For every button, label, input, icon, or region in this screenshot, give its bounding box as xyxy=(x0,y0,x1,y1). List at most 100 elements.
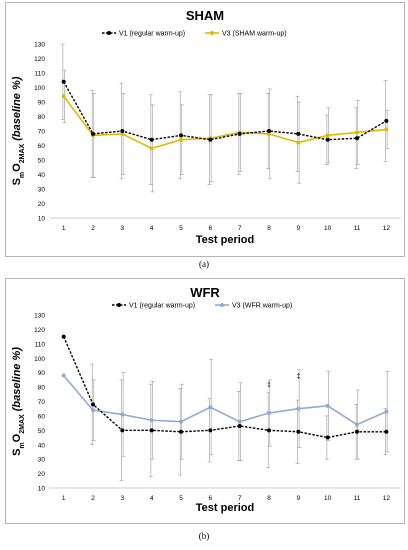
x-tick-label: 10 xyxy=(324,225,332,232)
data-point-series-1 xyxy=(179,419,183,424)
error-bars-series-1 xyxy=(62,69,390,193)
y-axis-label-part: O xyxy=(11,433,23,442)
y-axis-label-part: S xyxy=(11,449,23,456)
x-tick-label: 4 xyxy=(150,495,154,502)
legend: V1 (regular warm-up) V3 (WFR warm-up) xyxy=(112,303,292,310)
y-tick-label: 10 xyxy=(38,486,46,493)
x-tick-label: 7 xyxy=(238,495,242,502)
data-point-series-0 xyxy=(91,402,95,407)
data-point-series-0 xyxy=(179,133,183,138)
data-point-series-1 xyxy=(355,130,359,135)
y-axis-label-part: (baseline %) xyxy=(11,76,23,144)
x-tick-label: 11 xyxy=(354,225,361,232)
data-point-series-1 xyxy=(91,408,95,413)
data-point-series-0 xyxy=(325,435,330,440)
y-tick-label: 70 xyxy=(38,129,46,136)
significance-marker: ‡ xyxy=(296,373,300,380)
legend-label-1: V3 (WFR warm-up) xyxy=(232,303,292,310)
y-tick-label: 70 xyxy=(38,399,46,406)
y-axis-label-part: O xyxy=(11,163,23,172)
y-tick-label: 60 xyxy=(38,413,46,420)
data-point-series-1 xyxy=(149,418,154,423)
data-point-series-1 xyxy=(355,422,359,427)
data-point-series-1 xyxy=(325,403,330,408)
x-axis-label: Test period xyxy=(196,502,254,514)
data-point-series-1 xyxy=(61,373,66,378)
y-tick-label: 120 xyxy=(34,327,45,334)
y-tick-label: 20 xyxy=(38,201,46,208)
chart-panel-sham: SHAM V1 (regular warm-up) V3 (SHAM warm-up… xyxy=(5,2,405,257)
x-axis-label: Test period xyxy=(196,234,254,246)
y-tick-label: 130 xyxy=(34,42,45,49)
data-point-series-0 xyxy=(237,424,242,429)
data-point-series-1 xyxy=(296,406,301,411)
legend-label-0: V1 (regular warm-up) xyxy=(129,303,195,310)
data-point-series-1 xyxy=(296,140,301,145)
caption-b: (b) xyxy=(198,531,210,541)
data-point-series-0 xyxy=(91,131,95,136)
x-tick-label: 3 xyxy=(121,225,125,232)
x-tick-label: 2 xyxy=(91,225,95,232)
data-point-series-0 xyxy=(384,429,389,434)
chart-panel-wfr: WFR V1 (regular warm-up) V3 (WFR warm-up) 1… xyxy=(5,278,405,524)
significance-marker: ‡ xyxy=(267,382,271,389)
series-line-0 xyxy=(63,81,387,141)
sham-chart: SHAM V1 (regular warm-up) V3 (SHAM warm-up… xyxy=(11,8,401,246)
x-tick-label: 10 xyxy=(324,495,332,502)
data-point-series-1 xyxy=(267,411,271,416)
y-tick-label: 50 xyxy=(38,428,46,435)
data-point-series-1 xyxy=(61,94,66,99)
error-bars-series-1 xyxy=(91,359,390,461)
y-axis-label: SmO2MAX (baseline %) xyxy=(11,347,26,456)
y-tick-label: 90 xyxy=(38,100,46,107)
y-axis-label-part: 2MAX xyxy=(19,414,26,434)
y-tick-label: 30 xyxy=(38,187,46,194)
y-tick-label: 30 xyxy=(38,457,46,464)
data-point-series-0 xyxy=(120,428,125,433)
x-tick-label: 3 xyxy=(121,495,125,502)
x-tick-label: 12 xyxy=(383,495,391,502)
y-tick-label: 120 xyxy=(34,56,45,63)
legend-marker-1 xyxy=(210,31,214,35)
data-point-series-0 xyxy=(296,131,301,136)
y-tick-label: 20 xyxy=(38,471,46,478)
y-tick-label: 100 xyxy=(34,85,45,92)
x-tick-label: 1 xyxy=(62,495,66,502)
data-point-series-0 xyxy=(355,136,359,141)
error-bars-series-0 xyxy=(60,43,388,185)
wfr-chart: WFR V1 (regular warm-up) V3 (WFR warm-up) 1… xyxy=(11,285,401,514)
y-tick-label: 40 xyxy=(38,172,46,179)
y-tick-label: 40 xyxy=(38,442,46,449)
data-point-series-0 xyxy=(267,129,271,133)
y-tick-label: 10 xyxy=(38,216,46,223)
x-tick-label: 6 xyxy=(209,495,213,502)
data-point-series-1 xyxy=(267,131,271,136)
data-point-series-0 xyxy=(325,137,330,142)
data-point-series-0 xyxy=(355,429,359,434)
x-tick-label: 6 xyxy=(209,225,213,232)
legend: V1 (regular warm-up) V3 (SHAM warm-up) xyxy=(102,31,287,38)
y-tick-label: 60 xyxy=(38,143,46,150)
series-line-1 xyxy=(63,375,387,426)
y-axis-label-part: m xyxy=(19,172,26,178)
x-tick-label: 2 xyxy=(91,495,95,502)
data-point-series-0 xyxy=(296,429,301,434)
data-point-series-0 xyxy=(61,79,66,84)
caption-a: (a) xyxy=(199,259,209,269)
x-tick-label: 8 xyxy=(267,495,271,502)
x-tick-label: 9 xyxy=(297,225,301,232)
x-tick-label: 7 xyxy=(238,225,242,232)
data-point-series-1 xyxy=(179,137,183,142)
data-point-series-1 xyxy=(149,146,154,151)
x-tick-label: 5 xyxy=(179,225,183,232)
y-tick-label: 80 xyxy=(38,385,46,392)
data-point-series-1 xyxy=(237,419,242,424)
y-tick-label: 50 xyxy=(38,158,46,165)
data-point-series-0 xyxy=(208,428,213,433)
legend-label-1: V3 (SHAM warm-up) xyxy=(222,31,287,38)
y-tick-label: 110 xyxy=(35,341,46,348)
x-tick-label: 9 xyxy=(297,495,301,502)
data-point-series-0 xyxy=(61,334,66,339)
legend-marker-1 xyxy=(220,303,224,307)
series-line-0 xyxy=(63,336,387,439)
